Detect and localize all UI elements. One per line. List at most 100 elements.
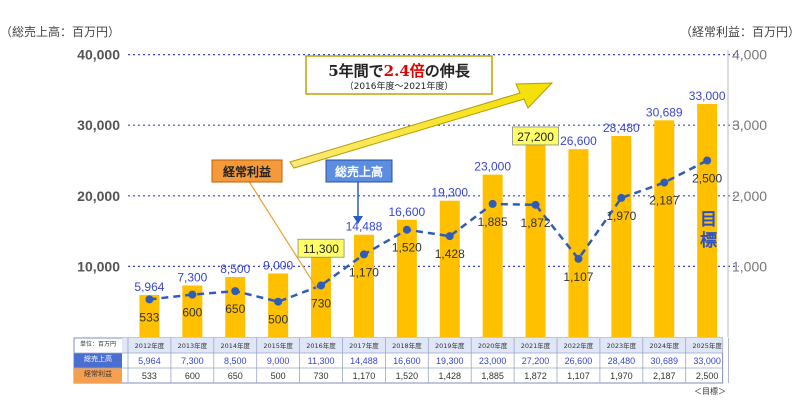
profit-point: [188, 290, 197, 299]
profit-value-label: 600: [182, 306, 202, 320]
profit-value-label: 1,520: [392, 241, 422, 255]
profit-value-label: 1,872: [521, 216, 551, 230]
table-profit-cell: 1,520: [396, 371, 419, 381]
table-year-header-row: [122, 338, 723, 353]
profit-value-label: 1,170: [349, 265, 379, 279]
profit-callout-label: 経常利益: [223, 164, 271, 179]
profit-value-label: 730: [311, 296, 331, 310]
growth-callout-box: [305, 55, 493, 95]
table-profit-cell: 1,107: [567, 371, 590, 381]
profit-callout-leader: [247, 179, 319, 291]
sales-bar: [654, 120, 675, 337]
table-year-cell: 2018年度: [392, 341, 422, 350]
table-year-cell: 2024年度: [649, 341, 679, 350]
sales-bar: [353, 234, 374, 337]
table-sales-header-cell: [74, 353, 122, 368]
sales-bar: [225, 276, 246, 337]
sales-value-label: 16,600: [388, 205, 425, 219]
table-profit-header-cell: [74, 368, 122, 383]
table-sales-cell: 27,200: [522, 356, 550, 366]
profit-value-label: 533: [139, 310, 159, 324]
table-year-cell: 2023年度: [607, 341, 637, 350]
table-sales-cell: 9,000: [267, 356, 290, 366]
profit-value-label: 500: [268, 313, 288, 327]
profit-point: [402, 225, 411, 234]
table-profit-cell: 1,170: [353, 371, 376, 381]
table-sales-cell: 19,300: [436, 356, 464, 366]
table-sales-cell: 23,000: [479, 356, 507, 366]
table-sales-cell: 28,480: [608, 356, 636, 366]
line-series: [145, 156, 712, 306]
profit-line: [149, 159, 708, 304]
sales-value-label: 9,000: [263, 258, 293, 272]
table-unit-label: 単位：百万円: [80, 340, 116, 348]
left-tick-label: 10,000: [77, 258, 120, 274]
left-tick-label: 30,000: [77, 117, 120, 133]
left-axis-title: （総売上高：百万円）: [0, 24, 120, 39]
profit-point: [359, 250, 368, 259]
profit-point: [145, 295, 154, 304]
table-sales-cell: 16,600: [393, 356, 421, 366]
table-profit-cell: 2,500: [696, 371, 719, 381]
profit-value-label: 650: [225, 302, 245, 316]
growth-callout-sub: （2016年度～2021年度）: [345, 80, 454, 92]
data-labels: 5,964 7,300 8,500 9,000 11,300 14,488 16,600 19…: [134, 89, 725, 327]
right-axis-title: （経常利益：百万円）: [680, 25, 800, 39]
profit-point: [703, 156, 712, 165]
table-year-cell: 2014年度: [220, 341, 250, 350]
table-row-profit-label: 経常利益: [84, 369, 112, 378]
table-profit-cell: 1,885: [481, 371, 504, 381]
right-tick-label: 3,000: [732, 117, 767, 133]
table-year-cell: 2019年度: [435, 341, 465, 350]
sales-callout-label: 総売上高: [335, 164, 383, 179]
sales-value-label: 19,300: [431, 186, 468, 200]
growth-callout-main: 5年間で2.4倍の伸長: [328, 62, 471, 80]
table-footnote: ＜目標＞: [694, 386, 726, 396]
target-label-1: 目: [700, 210, 717, 230]
table-year-cell: 2017年度: [349, 341, 379, 350]
profit-point: [531, 200, 540, 209]
table-profit-cell: 2,187: [653, 371, 676, 381]
left-tick-label: 40,000: [77, 47, 120, 63]
table-sales-cell: 11,300: [308, 356, 335, 366]
bar-series: [139, 104, 718, 338]
profit-point: [274, 297, 283, 306]
sales-bar: [568, 149, 589, 337]
profit-point: [317, 281, 326, 290]
table-year-cell: 2020年度: [478, 341, 508, 350]
profit-point: [617, 193, 626, 202]
table-year-cell: 2021年度: [521, 341, 551, 350]
sales-value-label: 27,200: [517, 130, 554, 144]
sales-value-label: 7,300: [177, 270, 207, 284]
table-year-cell: 2013年度: [178, 341, 208, 350]
sales-bar: [611, 135, 632, 337]
sales-value-label: 5,964: [134, 280, 164, 294]
table-sales-cell: 30,689: [650, 356, 678, 366]
profit-callout-box: [211, 159, 283, 183]
profit-value-label: 1,885: [478, 215, 508, 229]
sales-bar: [139, 294, 160, 337]
table-year-cell: 2015年度: [263, 341, 293, 350]
sales-bar: [396, 219, 417, 337]
profit-value-label: 1,970: [606, 209, 636, 223]
table-sales-cell: 5,964: [138, 356, 161, 366]
sales-bar: [439, 200, 460, 337]
sales-bar: [525, 144, 546, 337]
profit-value-label: 1,107: [563, 270, 593, 284]
target-label-2: 標: [700, 230, 717, 251]
table-profit-cell: 500: [271, 371, 286, 381]
axis-ticks: 10,000 1,000 20,000 2,000 30,000 3,000 40,000 4…: [77, 47, 767, 275]
sales-bar: [182, 285, 203, 337]
table-sales-cell: 7,300: [181, 356, 204, 366]
sales-bar: [482, 174, 503, 337]
table-profit-cell: 730: [314, 371, 329, 381]
table-sales-cell: 33,000: [693, 356, 721, 366]
profit-point: [660, 178, 669, 187]
sales-value-label: 30,689: [646, 105, 683, 119]
table-row-sales-label: 総売上高: [84, 354, 112, 363]
table-profit-cell: 1,872: [524, 371, 547, 381]
table-profit-cell: 650: [228, 371, 243, 381]
table-profit-cell: 1,428: [438, 371, 461, 381]
data-table: 単位：百万円 総売上高 経常利益 2012年度 5,964 533 2013年度 7,3…: [73, 337, 729, 384]
